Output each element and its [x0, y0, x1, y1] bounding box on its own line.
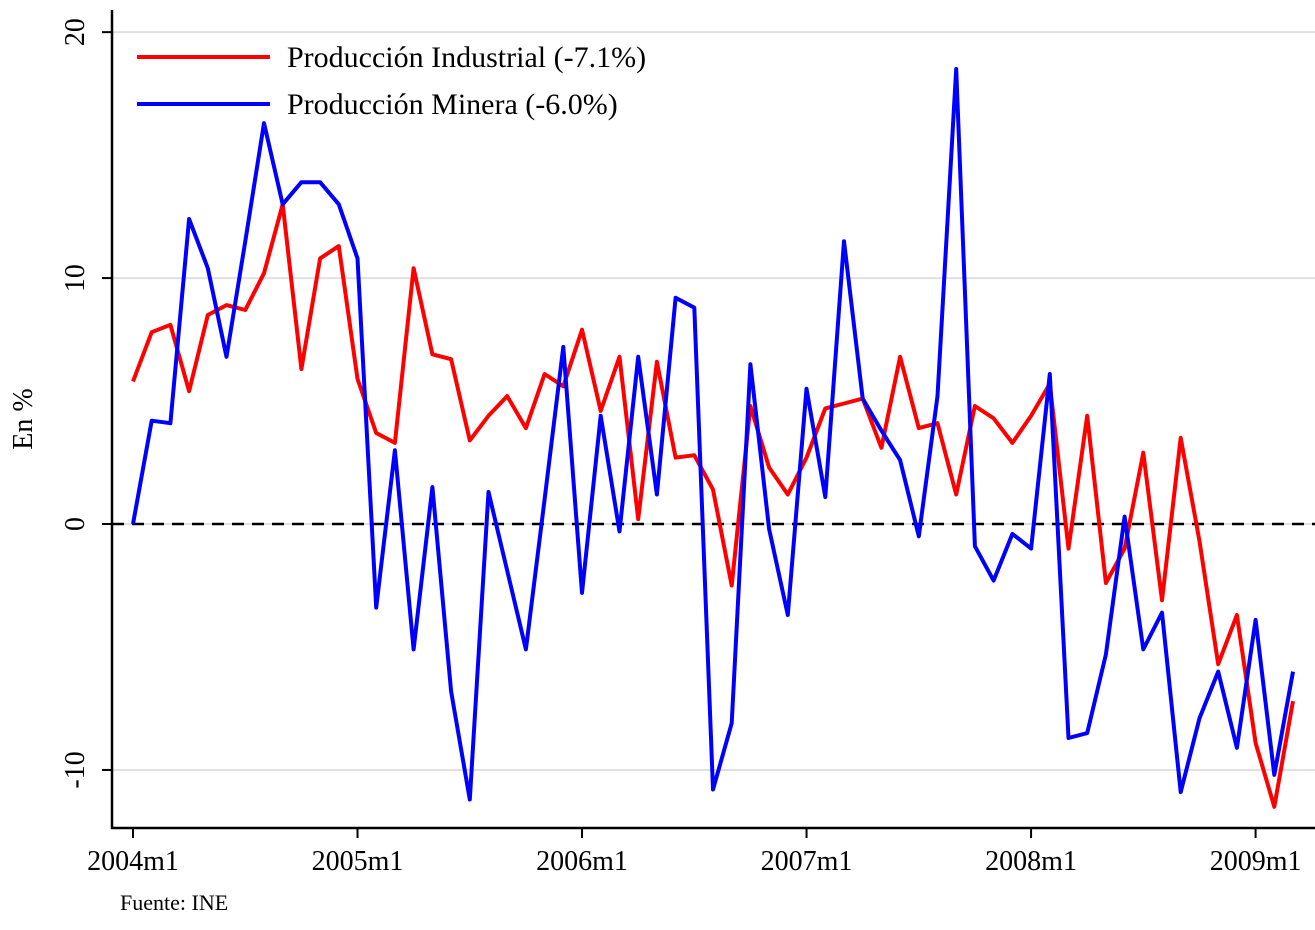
x-tick-label: 2005m1 [312, 846, 404, 877]
x-tick-label: 2004m1 [87, 846, 179, 877]
source-note: Fuente: INE [120, 890, 228, 915]
x-tick-label: 2007m1 [761, 846, 853, 877]
data-line [131, 202, 1295, 809]
data-line [131, 67, 1295, 802]
y-tick-label: -10 [60, 751, 91, 788]
legend-label: Producción Minera (-6.0%) [287, 88, 618, 121]
legend-label: Producción Industrial (-7.1%) [287, 41, 646, 74]
y-tick-label: 0 [60, 517, 91, 531]
x-tick-label: 2009m1 [1210, 846, 1302, 877]
y-tick-label: 20 [60, 18, 91, 46]
y-tick-label: 10 [60, 264, 91, 292]
x-tick-label: 2006m1 [536, 846, 628, 877]
y-axis-label: En % [8, 388, 39, 449]
x-tick-label: 2008m1 [985, 846, 1077, 877]
